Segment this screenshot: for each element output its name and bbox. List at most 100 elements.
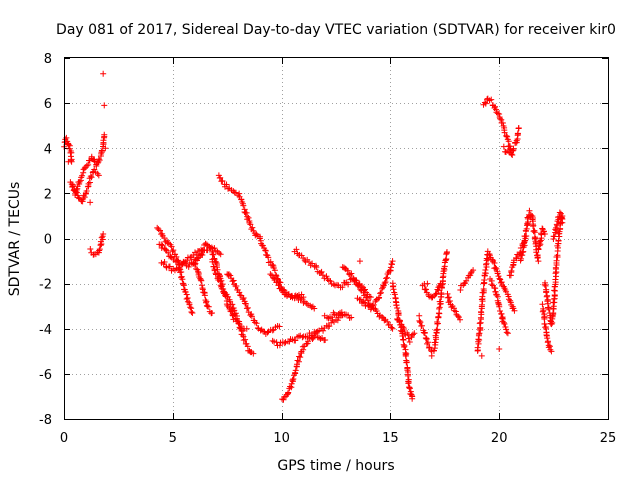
data-point	[243, 305, 250, 312]
data-point	[201, 292, 208, 299]
data-point	[219, 177, 226, 184]
data-point	[247, 312, 254, 319]
data-point	[535, 246, 542, 253]
data-point	[551, 233, 558, 240]
data-point	[238, 323, 245, 330]
data-point	[294, 357, 301, 364]
data-point	[95, 172, 102, 179]
data-point	[504, 330, 511, 337]
data-point	[240, 337, 247, 344]
data-point	[240, 202, 247, 209]
data-point	[387, 267, 394, 274]
data-point	[329, 314, 336, 321]
data-point	[496, 111, 503, 118]
data-point	[394, 304, 401, 311]
data-point	[389, 258, 396, 265]
data-point	[432, 334, 439, 341]
data-point	[68, 157, 75, 164]
x-tick-label: 0	[60, 431, 68, 446]
data-point	[482, 266, 489, 273]
data-point	[280, 396, 287, 403]
data-point	[247, 221, 254, 228]
data-point	[322, 337, 329, 344]
data-point	[457, 316, 464, 323]
data-point	[454, 313, 461, 320]
data-point	[257, 233, 264, 240]
data-point	[401, 342, 408, 349]
data-point	[433, 327, 440, 334]
data-point	[101, 102, 108, 109]
data-point	[293, 293, 300, 300]
data-point	[269, 327, 276, 334]
data-point	[435, 314, 442, 321]
data-point	[98, 147, 105, 154]
data-point	[311, 305, 318, 312]
data-point	[172, 251, 179, 258]
data-point	[381, 280, 388, 287]
data-point	[223, 181, 230, 188]
data-point	[540, 307, 547, 314]
data-point	[161, 258, 168, 265]
data-point	[544, 292, 551, 299]
data-point	[474, 344, 481, 351]
data-point	[552, 226, 559, 233]
data-point	[305, 338, 312, 345]
data-point	[463, 277, 470, 284]
data-point	[202, 299, 209, 306]
data-point	[159, 242, 166, 249]
data-point	[436, 305, 443, 312]
data-point	[387, 264, 394, 271]
data-point	[439, 281, 446, 288]
data-point	[443, 249, 450, 256]
data-point	[210, 263, 217, 270]
data-point	[475, 336, 482, 343]
data-point	[243, 340, 250, 347]
data-point	[403, 359, 410, 366]
data-point	[162, 246, 169, 253]
data-point	[553, 221, 560, 228]
data-point	[506, 149, 513, 156]
y-tick-label: 2	[44, 187, 52, 202]
data-point	[356, 258, 363, 265]
data-point	[409, 393, 416, 400]
data-point	[539, 301, 546, 308]
data-point	[184, 257, 191, 264]
data-point	[405, 379, 412, 386]
data-point	[536, 238, 543, 245]
data-point	[376, 294, 383, 301]
data-point	[182, 288, 189, 295]
data-point	[406, 338, 413, 345]
data-point	[284, 292, 291, 299]
data-point	[361, 299, 368, 306]
data-point	[330, 281, 337, 288]
data-point	[210, 251, 217, 258]
data-point	[297, 297, 304, 304]
data-point	[380, 282, 387, 289]
data-point	[254, 324, 261, 331]
data-point	[191, 256, 198, 263]
data-point	[73, 188, 80, 195]
data-point	[154, 224, 161, 231]
data-point	[101, 131, 108, 138]
data-point	[88, 174, 95, 181]
data-point	[489, 258, 496, 265]
data-point	[217, 251, 224, 258]
data-point	[434, 326, 441, 333]
data-point	[326, 323, 333, 330]
data-point	[85, 161, 92, 168]
data-point	[530, 222, 537, 229]
data-point	[482, 100, 489, 107]
data-point	[534, 254, 541, 261]
data-point	[242, 336, 249, 343]
data-point	[198, 282, 205, 289]
data-point	[344, 267, 351, 274]
data-point	[309, 260, 316, 267]
data-point	[452, 308, 459, 315]
data-point	[242, 300, 249, 307]
data-point	[360, 298, 367, 305]
data-point	[205, 303, 212, 310]
data-point	[169, 248, 176, 255]
data-point	[93, 163, 100, 170]
data-point	[477, 325, 484, 332]
data-point	[174, 257, 181, 264]
